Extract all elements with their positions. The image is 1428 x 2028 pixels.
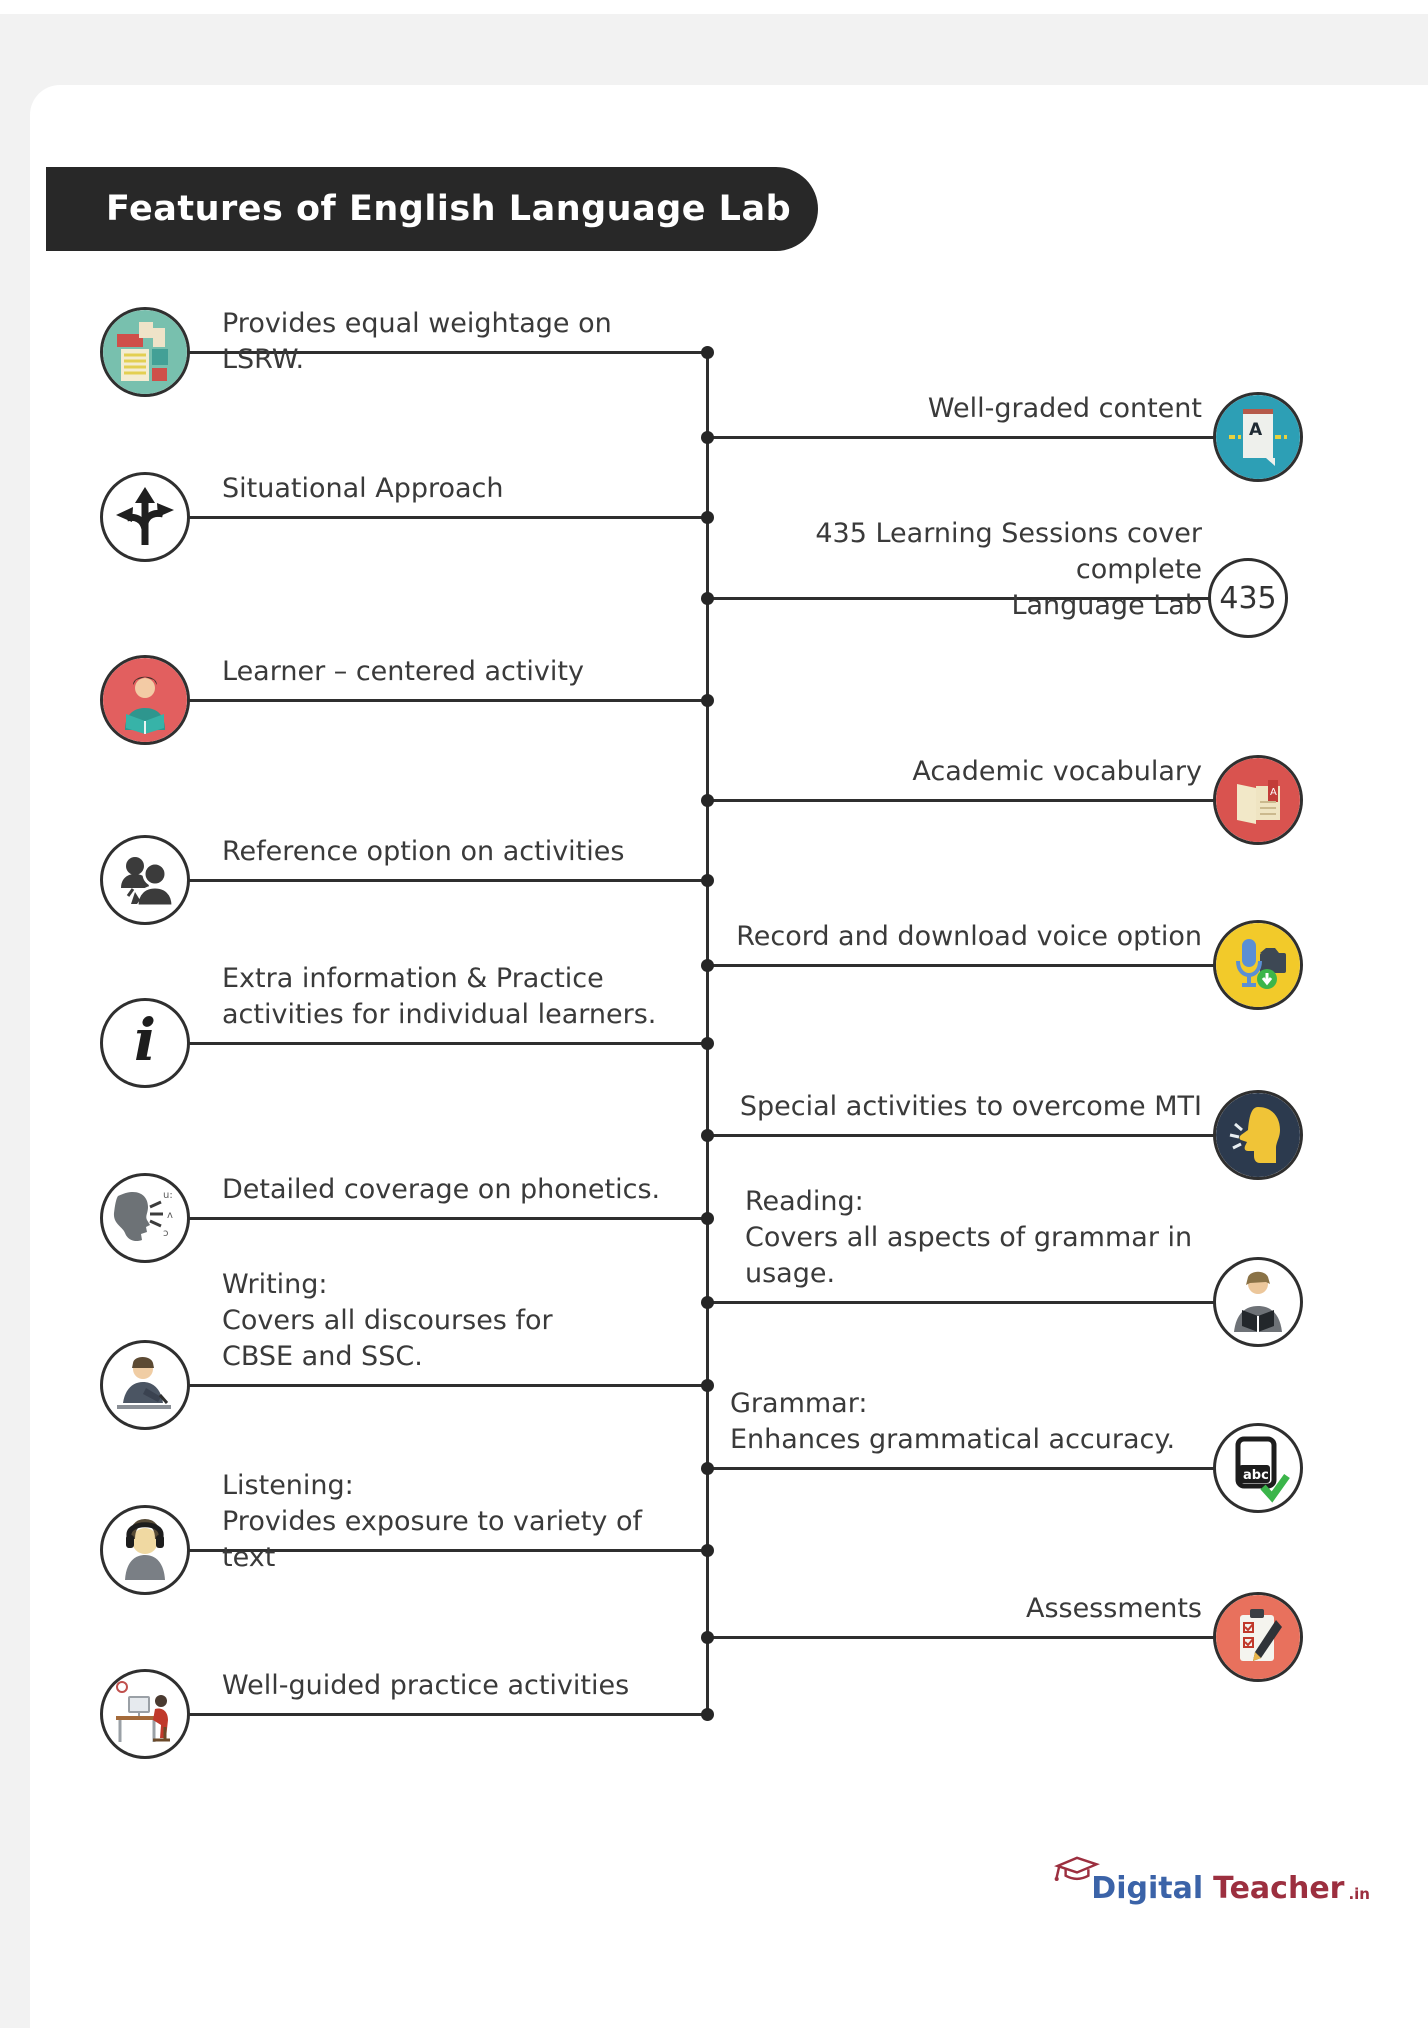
session-count-badge: 435 — [1208, 558, 1288, 638]
svg-text:ɔ: ɔ — [163, 1228, 169, 1239]
junction-dot — [701, 694, 714, 707]
junction-dot — [701, 1708, 714, 1721]
connector-line — [706, 436, 1215, 439]
junction-dot — [701, 959, 714, 972]
connector-line — [706, 1134, 1215, 1137]
junction-dot — [701, 1296, 714, 1309]
junction-dot — [701, 431, 714, 444]
page-title: Features of English Language Lab — [106, 189, 792, 229]
item-label: Grammar: Enhances grammatical accuracy. — [730, 1388, 1176, 1455]
learner-reading-icon — [100, 655, 190, 745]
phonetics-face-icon: u: ʌ ɔ — [100, 1173, 190, 1263]
page-margin — [0, 0, 1428, 14]
connector-line — [706, 1301, 1215, 1304]
assessments-clipboard-icon — [1213, 1592, 1303, 1682]
timeline-spine — [706, 352, 709, 1714]
junction-dot — [701, 1462, 714, 1475]
junction-dot — [701, 1544, 714, 1557]
item-label: Reference option on activities — [222, 836, 625, 867]
item-label: Learner – centered activity — [222, 656, 584, 687]
connector-line — [188, 879, 706, 882]
graded-document-icon: A — [1213, 392, 1303, 482]
connector-line — [188, 1713, 706, 1716]
junction-dot — [701, 346, 714, 359]
infographic-card — [30, 85, 1428, 2028]
title-bar: Features of English Language Lab — [46, 167, 818, 251]
connector-line — [706, 1636, 1215, 1639]
item-label: Academic vocabulary — [912, 756, 1202, 787]
lsrw-documents-icon — [100, 307, 190, 397]
connector-line — [188, 1549, 706, 1552]
item-label: Well-graded content — [927, 393, 1202, 424]
item-label: Well-guided practice activities — [222, 1670, 630, 1701]
svg-text:A: A — [1270, 787, 1277, 798]
connector-line — [188, 1217, 706, 1220]
item-label: Detailed coverage on phonetics. — [222, 1174, 661, 1205]
brand-logo: Digital Teacher .in — [1051, 1852, 1370, 1906]
branching-arrows-icon — [100, 472, 190, 562]
item-label: Assessments — [1025, 1593, 1202, 1624]
connector-line — [188, 1384, 706, 1387]
connector-line — [706, 1467, 1215, 1470]
connector-line — [188, 1042, 706, 1045]
junction-dot — [701, 874, 714, 887]
svg-text:ʌ: ʌ — [167, 1210, 173, 1221]
item-label: Provides equal weightage on LSRW. — [222, 308, 612, 375]
record-voice-icon — [1213, 920, 1303, 1010]
svg-text:abc: abc — [1243, 1468, 1269, 1483]
item-label: Record and download voice option — [736, 921, 1202, 952]
brand-word-teacher: Teacher — [1213, 1871, 1345, 1906]
item-label: Writing: Covers all discourses for CBSE … — [222, 1269, 553, 1372]
info-icon: i — [100, 998, 190, 1088]
junction-dot — [701, 1212, 714, 1225]
brand-word-digital: Digital — [1091, 1871, 1204, 1906]
people-reference-icon — [100, 835, 190, 925]
junction-dot — [701, 794, 714, 807]
connector-line — [706, 799, 1215, 802]
item-label: 435 Learning Sessions cover complete Lan… — [815, 518, 1202, 621]
listening-person-icon — [100, 1505, 190, 1595]
junction-dot — [701, 511, 714, 524]
item-label: Reading: Covers all aspects of grammar i… — [745, 1186, 1193, 1289]
junction-dot — [701, 1129, 714, 1142]
item-label: Situational Approach — [222, 473, 504, 504]
vocabulary-book-icon: A — [1213, 755, 1303, 845]
mti-speaking-head-icon — [1213, 1090, 1303, 1180]
junction-dot — [701, 1037, 714, 1050]
junction-dot — [701, 592, 714, 605]
svg-text:u:: u: — [163, 1190, 173, 1201]
svg-text:A: A — [1249, 420, 1263, 440]
graduation-cap-icon — [1051, 1852, 1103, 1906]
connector-line — [706, 964, 1215, 967]
item-label: Listening: Provides exposure to variety … — [222, 1470, 642, 1573]
grammar-abc-icon: abc — [1213, 1423, 1303, 1513]
connector-line — [188, 351, 706, 354]
reading-person-icon — [1213, 1257, 1303, 1347]
connector-line — [188, 699, 706, 702]
junction-dot — [701, 1631, 714, 1644]
writing-person-icon — [100, 1340, 190, 1430]
junction-dot — [701, 1379, 714, 1392]
item-label: Special activities to overcome MTI — [739, 1091, 1202, 1122]
badge-value: 435 — [1219, 580, 1277, 616]
connector-line — [188, 516, 706, 519]
practice-desk-icon — [100, 1669, 190, 1759]
connector-line — [706, 597, 1210, 600]
brand-suffix: .in — [1348, 1885, 1370, 1903]
item-label: Extra information & Practice activities … — [222, 963, 657, 1030]
